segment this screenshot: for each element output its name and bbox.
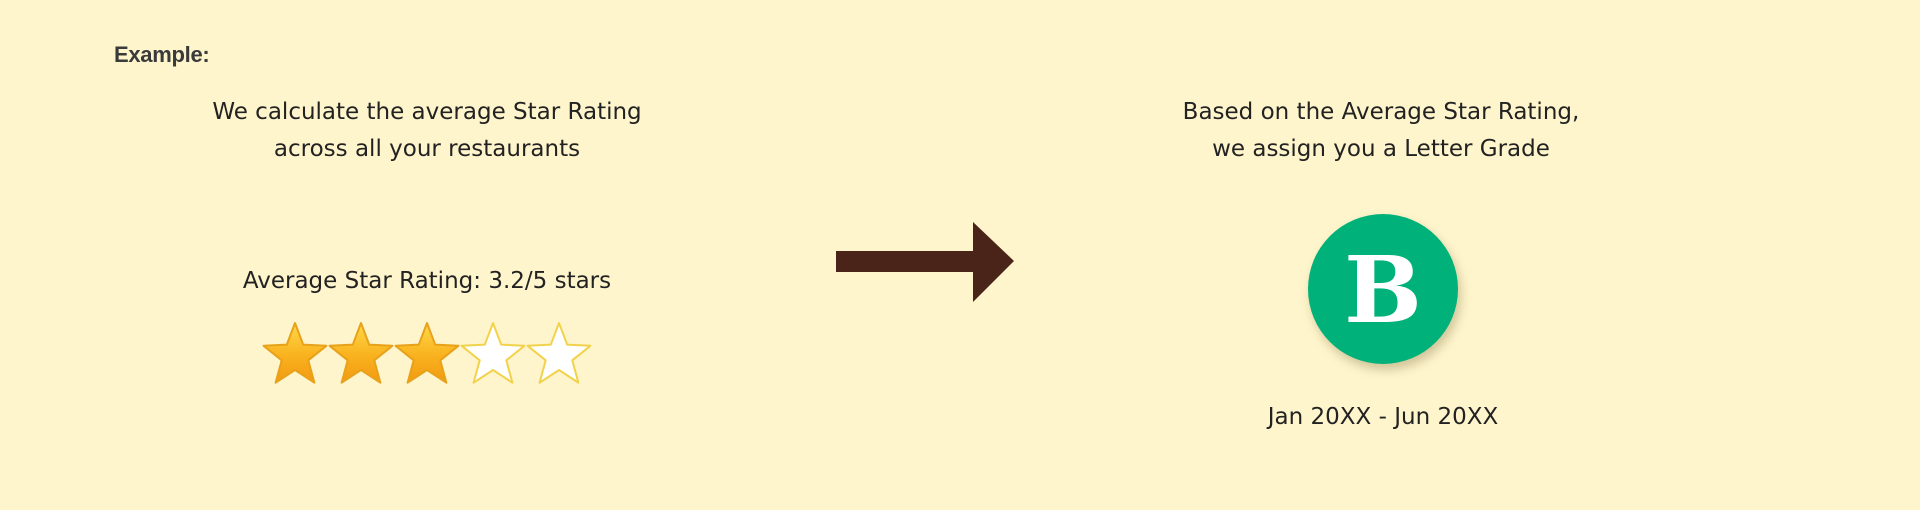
right-arrow-icon: [836, 222, 1014, 302]
letter-grade: B: [1344, 236, 1422, 344]
letter-grade-badge: B: [1308, 214, 1458, 364]
star-empty-icon: [460, 322, 526, 384]
letter-grade-description-line-1: Based on the Average Star Rating,: [1182, 99, 1580, 125]
average-star-rating-label: Average Star Rating: 3.2/5 stars: [242, 268, 612, 294]
grade-period: Jan 20XX - Jun 20XX: [1267, 404, 1499, 430]
letter-grade-description: Based on the Average Star Rating, we ass…: [1141, 94, 1621, 168]
star-filled-icon: [262, 322, 328, 384]
star-filled-icon: [328, 322, 394, 384]
star-empty-icon: [526, 322, 592, 384]
average-rating-description: We calculate the average Star Rating acr…: [187, 94, 667, 168]
letter-grade-description-line-2: we assign you a Letter Grade: [1212, 136, 1550, 162]
star-filled-icon: [394, 322, 460, 384]
star-rating: [262, 322, 592, 384]
example-heading: Example:: [114, 42, 210, 67]
average-rating-description-line-1: We calculate the average Star Rating: [212, 99, 642, 125]
average-rating-description-line-2: across all your restaurants: [273, 136, 581, 162]
